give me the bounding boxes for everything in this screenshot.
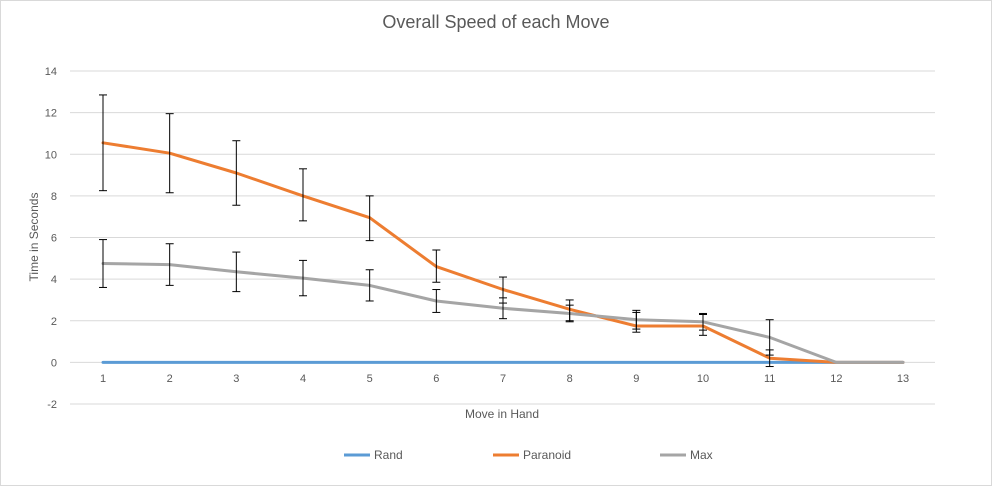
series-lines — [101, 141, 905, 364]
x-tick-label: 8 — [567, 373, 573, 385]
y-tick-label: 14 — [45, 66, 57, 78]
x-tick-label: 1 — [100, 373, 106, 385]
error-bar-paranoid — [232, 140, 241, 206]
error-bar-paranoid — [99, 94, 107, 192]
y-axis-ticks: -2 0 2 4 6 8 10 12 14 — [45, 66, 57, 411]
legend-item-max: Max — [660, 448, 713, 462]
y-tick-label: 4 — [51, 274, 57, 286]
x-tick-label: 11 — [764, 373, 775, 385]
legend-label: Max — [690, 448, 713, 462]
series-line-paranoid — [101, 141, 905, 364]
error-bar-max — [299, 259, 307, 297]
y-tick-label: 6 — [51, 233, 57, 245]
error-bar-max — [432, 289, 441, 313]
legend-item-rand: Rand — [344, 448, 403, 462]
x-tick-label: 6 — [433, 373, 439, 385]
error-bar-max — [99, 239, 107, 288]
legend-label: Rand — [374, 448, 403, 462]
gridlines — [70, 70, 935, 405]
x-axis-ticks: 1 2 3 4 5 6 7 8 9 10 11 12 13 — [100, 373, 909, 385]
x-tick-label: 12 — [830, 373, 842, 385]
error-bar-max — [165, 243, 174, 286]
error-bar-max — [565, 304, 574, 323]
y-tick-label: -2 — [47, 399, 57, 411]
x-tick-label: 13 — [897, 373, 909, 385]
y-tick-label: 0 — [51, 357, 57, 369]
error-bar-max — [632, 309, 641, 330]
y-axis-label: Time in Seconds — [27, 193, 41, 282]
error-bar-paranoid — [365, 195, 374, 242]
x-tick-label: 4 — [300, 373, 306, 385]
legend-item-paranoid: Paranoid — [493, 448, 571, 462]
x-tick-label: 3 — [233, 373, 239, 385]
x-tick-label: 10 — [697, 373, 709, 385]
error-bar-max — [499, 297, 507, 320]
x-axis-label: Move in Hand — [465, 407, 539, 421]
x-tick-label: 5 — [367, 373, 373, 385]
chart-title: Overall Speed of each Move — [382, 12, 609, 32]
error-bar-max — [699, 312, 707, 331]
error-bar-paranoid — [299, 168, 307, 222]
y-tick-label: 10 — [45, 149, 57, 161]
legend-label: Paranoid — [523, 448, 571, 462]
error-bar-max — [365, 269, 374, 302]
y-tick-label: 12 — [45, 108, 57, 120]
x-tick-label: 9 — [633, 373, 639, 385]
legend: Rand Paranoid Max — [344, 448, 713, 462]
error-bar-paranoid — [432, 249, 441, 283]
error-bar-max — [765, 319, 774, 356]
y-tick-label: 8 — [51, 191, 57, 203]
error-bar-paranoid — [165, 113, 174, 194]
x-tick-label: 2 — [167, 373, 173, 385]
y-tick-label: 2 — [51, 316, 57, 328]
x-tick-label: 7 — [500, 373, 506, 385]
error-bars — [99, 94, 774, 368]
error-bar-max — [232, 251, 241, 293]
